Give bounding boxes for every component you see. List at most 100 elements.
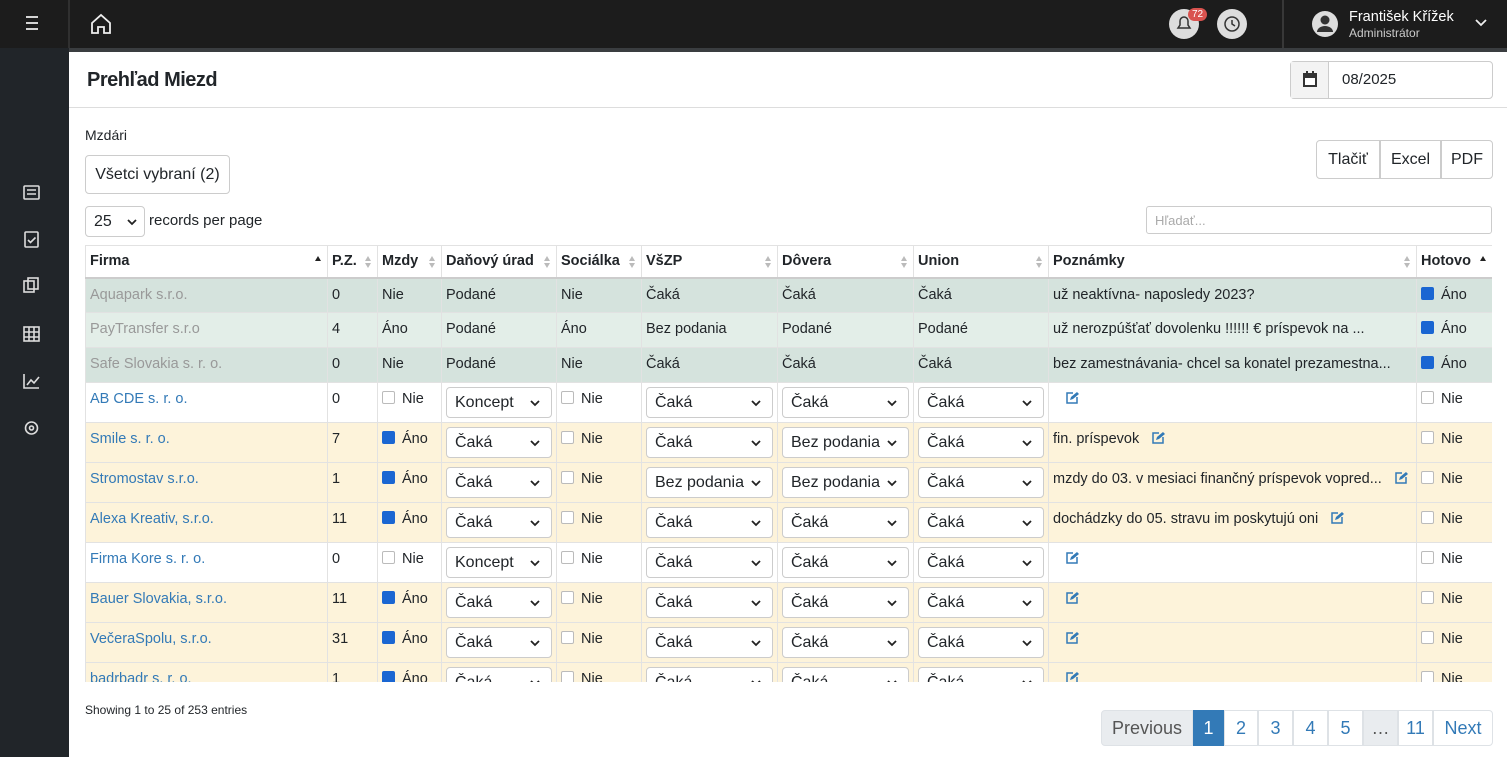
- status-select[interactable]: Čaká: [646, 387, 773, 418]
- company-name[interactable]: Stromostav s.r.o.: [90, 471, 199, 487]
- checkbox[interactable]: [1421, 551, 1434, 564]
- edit-icon[interactable]: [1053, 391, 1079, 407]
- page-button[interactable]: 1: [1193, 710, 1224, 746]
- column-header[interactable]: Union: [913, 245, 1049, 279]
- column-header[interactable]: Mzdy: [377, 245, 442, 279]
- status-select[interactable]: Čaká: [446, 467, 552, 498]
- status-select[interactable]: Čaká: [446, 587, 552, 618]
- page-button[interactable]: 4: [1293, 710, 1328, 746]
- status-select[interactable]: Čaká: [918, 507, 1044, 538]
- company-name[interactable]: VečeraSpolu, s.r.o.: [90, 631, 212, 647]
- checkbox[interactable]: [382, 631, 395, 644]
- checkbox[interactable]: [561, 391, 574, 404]
- page-button[interactable]: 3: [1258, 710, 1293, 746]
- checkbox[interactable]: [382, 591, 395, 604]
- checkbox[interactable]: [382, 391, 395, 404]
- status-select[interactable]: Bez podania: [782, 467, 909, 498]
- checkbox[interactable]: [561, 511, 574, 524]
- page-button[interactable]: 2: [1224, 710, 1258, 746]
- column-header[interactable]: VšZP: [641, 245, 778, 279]
- company-name[interactable]: Smile s. r. o.: [90, 431, 170, 447]
- column-header[interactable]: Poznámky: [1048, 245, 1417, 279]
- export-button[interactable]: Tlačiť: [1316, 140, 1380, 179]
- company-name[interactable]: Alexa Kreativ, s.r.o.: [90, 511, 214, 527]
- status-select[interactable]: Čaká: [646, 667, 773, 682]
- checkbox[interactable]: [1421, 391, 1434, 404]
- page-button[interactable]: 11: [1398, 710, 1433, 746]
- edit-icon[interactable]: [1053, 551, 1079, 567]
- company-name[interactable]: badrbadr s. r. o.: [90, 671, 192, 682]
- checkbox[interactable]: [382, 551, 395, 564]
- checkbox[interactable]: [561, 551, 574, 564]
- status-select[interactable]: Čaká: [782, 587, 909, 618]
- company-name[interactable]: Firma Kore s. r. o.: [90, 551, 206, 567]
- checkbox[interactable]: [1421, 591, 1434, 604]
- checkbox[interactable]: [561, 591, 574, 604]
- status-select[interactable]: Čaká: [446, 627, 552, 658]
- status-select[interactable]: Koncept: [446, 387, 552, 418]
- status-select[interactable]: Čaká: [782, 547, 909, 578]
- status-select[interactable]: Čaká: [782, 387, 909, 418]
- status-select[interactable]: Čaká: [782, 667, 909, 682]
- search-input[interactable]: Hľadať...: [1146, 206, 1492, 234]
- checkbox[interactable]: [561, 671, 574, 682]
- status-select[interactable]: Čaká: [918, 627, 1044, 658]
- checkbox[interactable]: [561, 471, 574, 484]
- user-name[interactable]: František Křížek: [1349, 9, 1454, 25]
- checkbox[interactable]: [1421, 321, 1434, 334]
- status-select[interactable]: Čaká: [918, 427, 1044, 458]
- checkbox[interactable]: [382, 431, 395, 444]
- checkbox[interactable]: [1421, 671, 1434, 682]
- date-picker[interactable]: 08/2025: [1290, 61, 1493, 99]
- company-name[interactable]: AB CDE s. r. o.: [90, 391, 188, 407]
- status-select[interactable]: Čaká: [446, 667, 552, 682]
- checkbox[interactable]: [1421, 471, 1434, 484]
- column-header[interactable]: Sociálka: [556, 245, 642, 279]
- edit-icon[interactable]: [1053, 631, 1079, 647]
- edit-icon[interactable]: [1318, 511, 1345, 527]
- checkbox[interactable]: [382, 511, 395, 524]
- edit-icon[interactable]: [1139, 431, 1166, 447]
- column-header[interactable]: P.Z.: [327, 245, 378, 279]
- status-select[interactable]: Čaká: [646, 427, 773, 458]
- page-button[interactable]: 5: [1328, 710, 1363, 746]
- status-select[interactable]: Čaká: [646, 507, 773, 538]
- filter-button[interactable]: Všetci vybraní (2): [85, 155, 230, 194]
- status-select[interactable]: Čaká: [918, 587, 1044, 618]
- column-header[interactable]: Daňový úrad: [441, 245, 557, 279]
- checkbox[interactable]: [1421, 631, 1434, 644]
- checkbox[interactable]: [1421, 511, 1434, 524]
- status-select[interactable]: Bez podania: [782, 427, 909, 458]
- checkbox[interactable]: [561, 431, 574, 444]
- status-select[interactable]: Bez podania: [646, 467, 773, 498]
- edit-icon[interactable]: [1053, 591, 1079, 607]
- status-select[interactable]: Koncept: [446, 547, 552, 578]
- export-button[interactable]: PDF: [1441, 140, 1493, 179]
- edit-icon[interactable]: [1382, 471, 1408, 487]
- status-select[interactable]: Čaká: [646, 627, 773, 658]
- page-button[interactable]: Next: [1433, 710, 1493, 746]
- checkbox[interactable]: [1421, 431, 1434, 444]
- status-select[interactable]: Čaká: [782, 507, 909, 538]
- status-select[interactable]: Čaká: [646, 547, 773, 578]
- status-select[interactable]: Čaká: [918, 467, 1044, 498]
- status-select[interactable]: Čaká: [918, 387, 1044, 418]
- column-header[interactable]: Dôvera: [777, 245, 914, 279]
- checkbox[interactable]: [1421, 286, 1434, 300]
- length-select[interactable]: 25: [85, 206, 145, 237]
- status-select[interactable]: Čaká: [446, 427, 552, 458]
- column-header[interactable]: Firma: [85, 245, 328, 279]
- checkbox[interactable]: [382, 671, 395, 682]
- export-button[interactable]: Excel: [1380, 140, 1441, 179]
- checkbox[interactable]: [561, 631, 574, 644]
- column-header[interactable]: Hotovo: [1416, 245, 1492, 279]
- status-select[interactable]: Čaká: [646, 587, 773, 618]
- status-select[interactable]: Čaká: [446, 507, 552, 538]
- checkbox[interactable]: [382, 471, 395, 484]
- status-select[interactable]: Čaká: [918, 547, 1044, 578]
- company-name[interactable]: Bauer Slovakia, s.r.o.: [90, 591, 228, 607]
- status-select[interactable]: Čaká: [782, 627, 909, 658]
- checkbox[interactable]: [1421, 356, 1434, 369]
- status-select[interactable]: Čaká: [918, 667, 1044, 682]
- edit-icon[interactable]: [1053, 671, 1079, 682]
